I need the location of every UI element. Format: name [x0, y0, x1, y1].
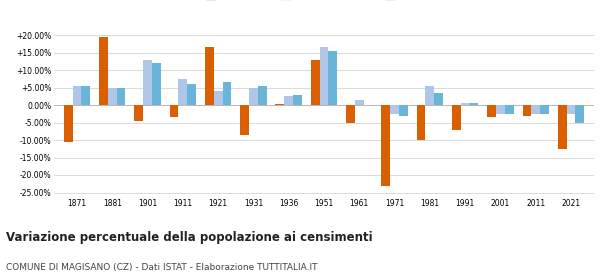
Bar — [205, 47, 214, 105]
Bar — [178, 79, 187, 105]
Bar — [152, 63, 161, 105]
Bar — [487, 105, 496, 117]
Bar — [346, 105, 355, 123]
Bar — [99, 37, 108, 105]
Bar — [532, 105, 540, 114]
Bar — [540, 105, 549, 114]
Bar — [73, 86, 82, 105]
Bar — [328, 51, 337, 105]
Bar — [461, 103, 470, 105]
Bar — [320, 47, 328, 105]
Bar — [64, 105, 73, 142]
Bar — [170, 105, 178, 117]
Bar — [143, 60, 152, 105]
Bar — [223, 82, 232, 105]
Bar — [523, 105, 532, 116]
Bar — [311, 60, 320, 105]
Legend: Magisano, Provincia di CZ, Calabria: Magisano, Provincia di CZ, Calabria — [202, 0, 446, 4]
Text: COMUNE DI MAGISANO (CZ) - Dati ISTAT - Elaborazione TUTTITALIA.IT: COMUNE DI MAGISANO (CZ) - Dati ISTAT - E… — [6, 263, 317, 272]
Bar — [108, 88, 116, 105]
Text: Variazione percentuale della popolazione ai censimenti: Variazione percentuale della popolazione… — [6, 231, 373, 244]
Bar — [558, 105, 566, 149]
Bar — [240, 105, 249, 135]
Bar — [399, 105, 408, 116]
Bar — [575, 105, 584, 123]
Bar — [214, 91, 223, 105]
Bar — [470, 103, 478, 105]
Bar — [249, 88, 258, 105]
Bar — [293, 95, 302, 105]
Bar — [416, 105, 425, 140]
Bar — [187, 84, 196, 105]
Bar — [390, 105, 399, 114]
Bar — [434, 93, 443, 105]
Bar — [566, 105, 575, 114]
Bar — [452, 105, 461, 130]
Bar — [116, 88, 125, 105]
Bar — [496, 105, 505, 114]
Bar — [355, 100, 364, 105]
Bar — [505, 105, 514, 114]
Bar — [134, 105, 143, 121]
Bar — [258, 86, 266, 105]
Bar — [275, 104, 284, 105]
Bar — [284, 96, 293, 105]
Bar — [382, 105, 390, 186]
Bar — [425, 86, 434, 105]
Bar — [82, 86, 90, 105]
